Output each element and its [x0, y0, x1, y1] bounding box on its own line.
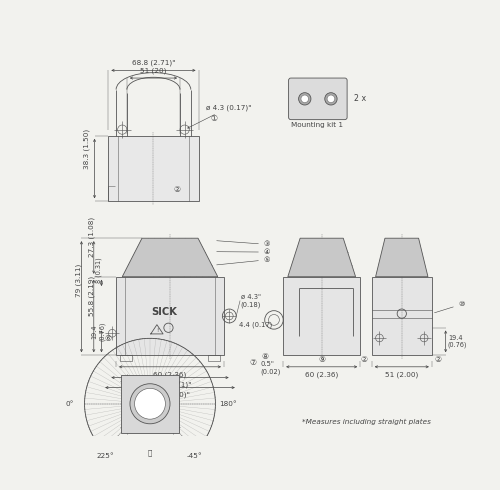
Text: 19.4
(0.76): 19.4 (0.76): [448, 335, 468, 348]
Text: 60 (2.36): 60 (2.36): [154, 371, 186, 378]
Text: 55.8 (2.19): 55.8 (2.19): [88, 276, 94, 316]
Text: (0.18): (0.18): [241, 301, 261, 308]
Text: ⑫: ⑫: [148, 449, 152, 456]
Bar: [283, 277, 360, 355]
Circle shape: [327, 95, 335, 103]
Circle shape: [130, 384, 170, 424]
Circle shape: [298, 93, 311, 105]
Text: 79 (3.11): 79 (3.11): [76, 264, 82, 297]
Circle shape: [325, 93, 337, 105]
Bar: [108, 136, 198, 201]
Bar: [116, 277, 224, 355]
Text: 180°: 180°: [220, 401, 237, 407]
Text: ⑩: ⑩: [434, 301, 466, 313]
Polygon shape: [288, 238, 356, 277]
Circle shape: [301, 95, 308, 103]
Text: !: !: [156, 328, 158, 333]
Text: 225°: 225°: [96, 453, 114, 459]
Text: Mounting kit 1: Mounting kit 1: [291, 122, 343, 128]
Text: 0.5": 0.5": [260, 362, 274, 368]
Text: 38.3 (1.50): 38.3 (1.50): [84, 128, 90, 169]
Text: 76.3 (3.0)": 76.3 (3.0)": [150, 392, 190, 398]
Text: ⑨: ⑨: [318, 355, 325, 364]
Text: ⑧: ⑧: [261, 351, 268, 361]
Text: 51 (2.00): 51 (2.00): [385, 371, 418, 378]
Bar: [208, 355, 220, 362]
Text: 68.8 (2.71)": 68.8 (2.71)": [148, 381, 192, 388]
Text: -45°: -45°: [187, 453, 202, 459]
Text: ⑥: ⑥: [105, 334, 112, 343]
Bar: [120, 355, 132, 362]
Text: 19.4
(0.76): 19.4 (0.76): [92, 322, 105, 342]
Text: SICK: SICK: [152, 307, 178, 317]
Polygon shape: [376, 238, 428, 277]
Text: ③: ③: [216, 241, 270, 247]
Text: ⑪: ⑪: [156, 404, 160, 411]
Circle shape: [134, 389, 166, 419]
FancyBboxPatch shape: [288, 78, 347, 120]
Text: 8 (0.31): 8 (0.31): [96, 257, 102, 283]
Polygon shape: [122, 238, 218, 277]
Text: ⑤: ⑤: [216, 257, 270, 265]
Text: 2 x: 2 x: [354, 95, 366, 103]
Bar: [120, 374, 179, 433]
Text: 68.8 (2.71)": 68.8 (2.71)": [132, 60, 176, 67]
Text: *Measures including straight plates: *Measures including straight plates: [302, 419, 432, 425]
Text: ②: ②: [360, 355, 368, 364]
Text: ø 4.3 (0.17)": ø 4.3 (0.17)": [188, 104, 252, 128]
Text: ⑦: ⑦: [250, 359, 256, 368]
Bar: [372, 277, 432, 355]
Text: ②: ②: [434, 355, 442, 364]
Text: 0°: 0°: [66, 401, 74, 407]
Text: ø 4.3": ø 4.3": [241, 294, 261, 300]
Text: ①: ①: [210, 114, 217, 123]
Text: ④: ④: [216, 249, 270, 255]
Text: 60 (2.36): 60 (2.36): [305, 371, 338, 378]
Text: 27.3 (1.08): 27.3 (1.08): [88, 218, 94, 257]
Text: 4.4 (0.17): 4.4 (0.17): [238, 322, 272, 328]
Text: (0.02): (0.02): [260, 369, 280, 375]
Text: 51 (20): 51 (20): [140, 68, 166, 74]
Text: ②: ②: [174, 185, 181, 194]
